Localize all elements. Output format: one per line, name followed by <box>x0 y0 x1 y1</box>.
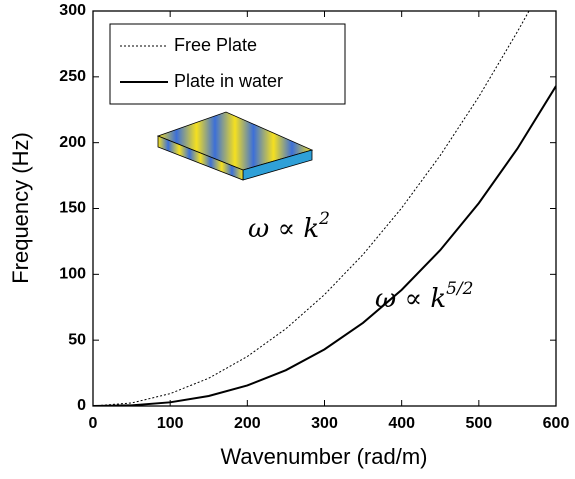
legend-box <box>109 23 346 105</box>
series-line <box>93 85 556 406</box>
x-tick-label: 400 <box>388 415 415 432</box>
y-tick-label: 150 <box>59 200 86 217</box>
annotation-sup: 2 <box>318 209 330 229</box>
y-tick-label: 100 <box>59 266 86 283</box>
legend-label: Plate in water <box>174 71 283 91</box>
annotation: ω ∝ k5/2 <box>375 279 473 315</box>
legend-label: Free Plate <box>174 35 257 55</box>
x-tick-label: 200 <box>234 415 261 432</box>
y-tick-label: 200 <box>59 134 86 151</box>
y-tick-label: 50 <box>68 331 86 348</box>
x-tick-label: 300 <box>311 415 338 432</box>
x-tick-label: 600 <box>543 415 570 432</box>
annotation-base: ω ∝ k <box>375 284 446 314</box>
x-tick-label: 0 <box>89 415 98 432</box>
annotation-sup: 5/2 <box>446 279 473 299</box>
annotation: ω ∝ k2 <box>248 209 330 245</box>
plot-frame <box>92 10 557 407</box>
x-axis-label: Wavenumber (rad/m) <box>220 444 427 469</box>
y-axis-label: Frequency (Hz) <box>8 132 33 284</box>
y-tick-label: 250 <box>59 68 86 85</box>
y-tick-label: 0 <box>77 397 86 414</box>
x-tick-label: 100 <box>157 415 184 432</box>
inset-plate <box>156 111 314 181</box>
x-tick-label: 500 <box>465 415 492 432</box>
y-tick-label: 300 <box>59 2 86 19</box>
annotation-base: ω ∝ k <box>248 214 319 244</box>
